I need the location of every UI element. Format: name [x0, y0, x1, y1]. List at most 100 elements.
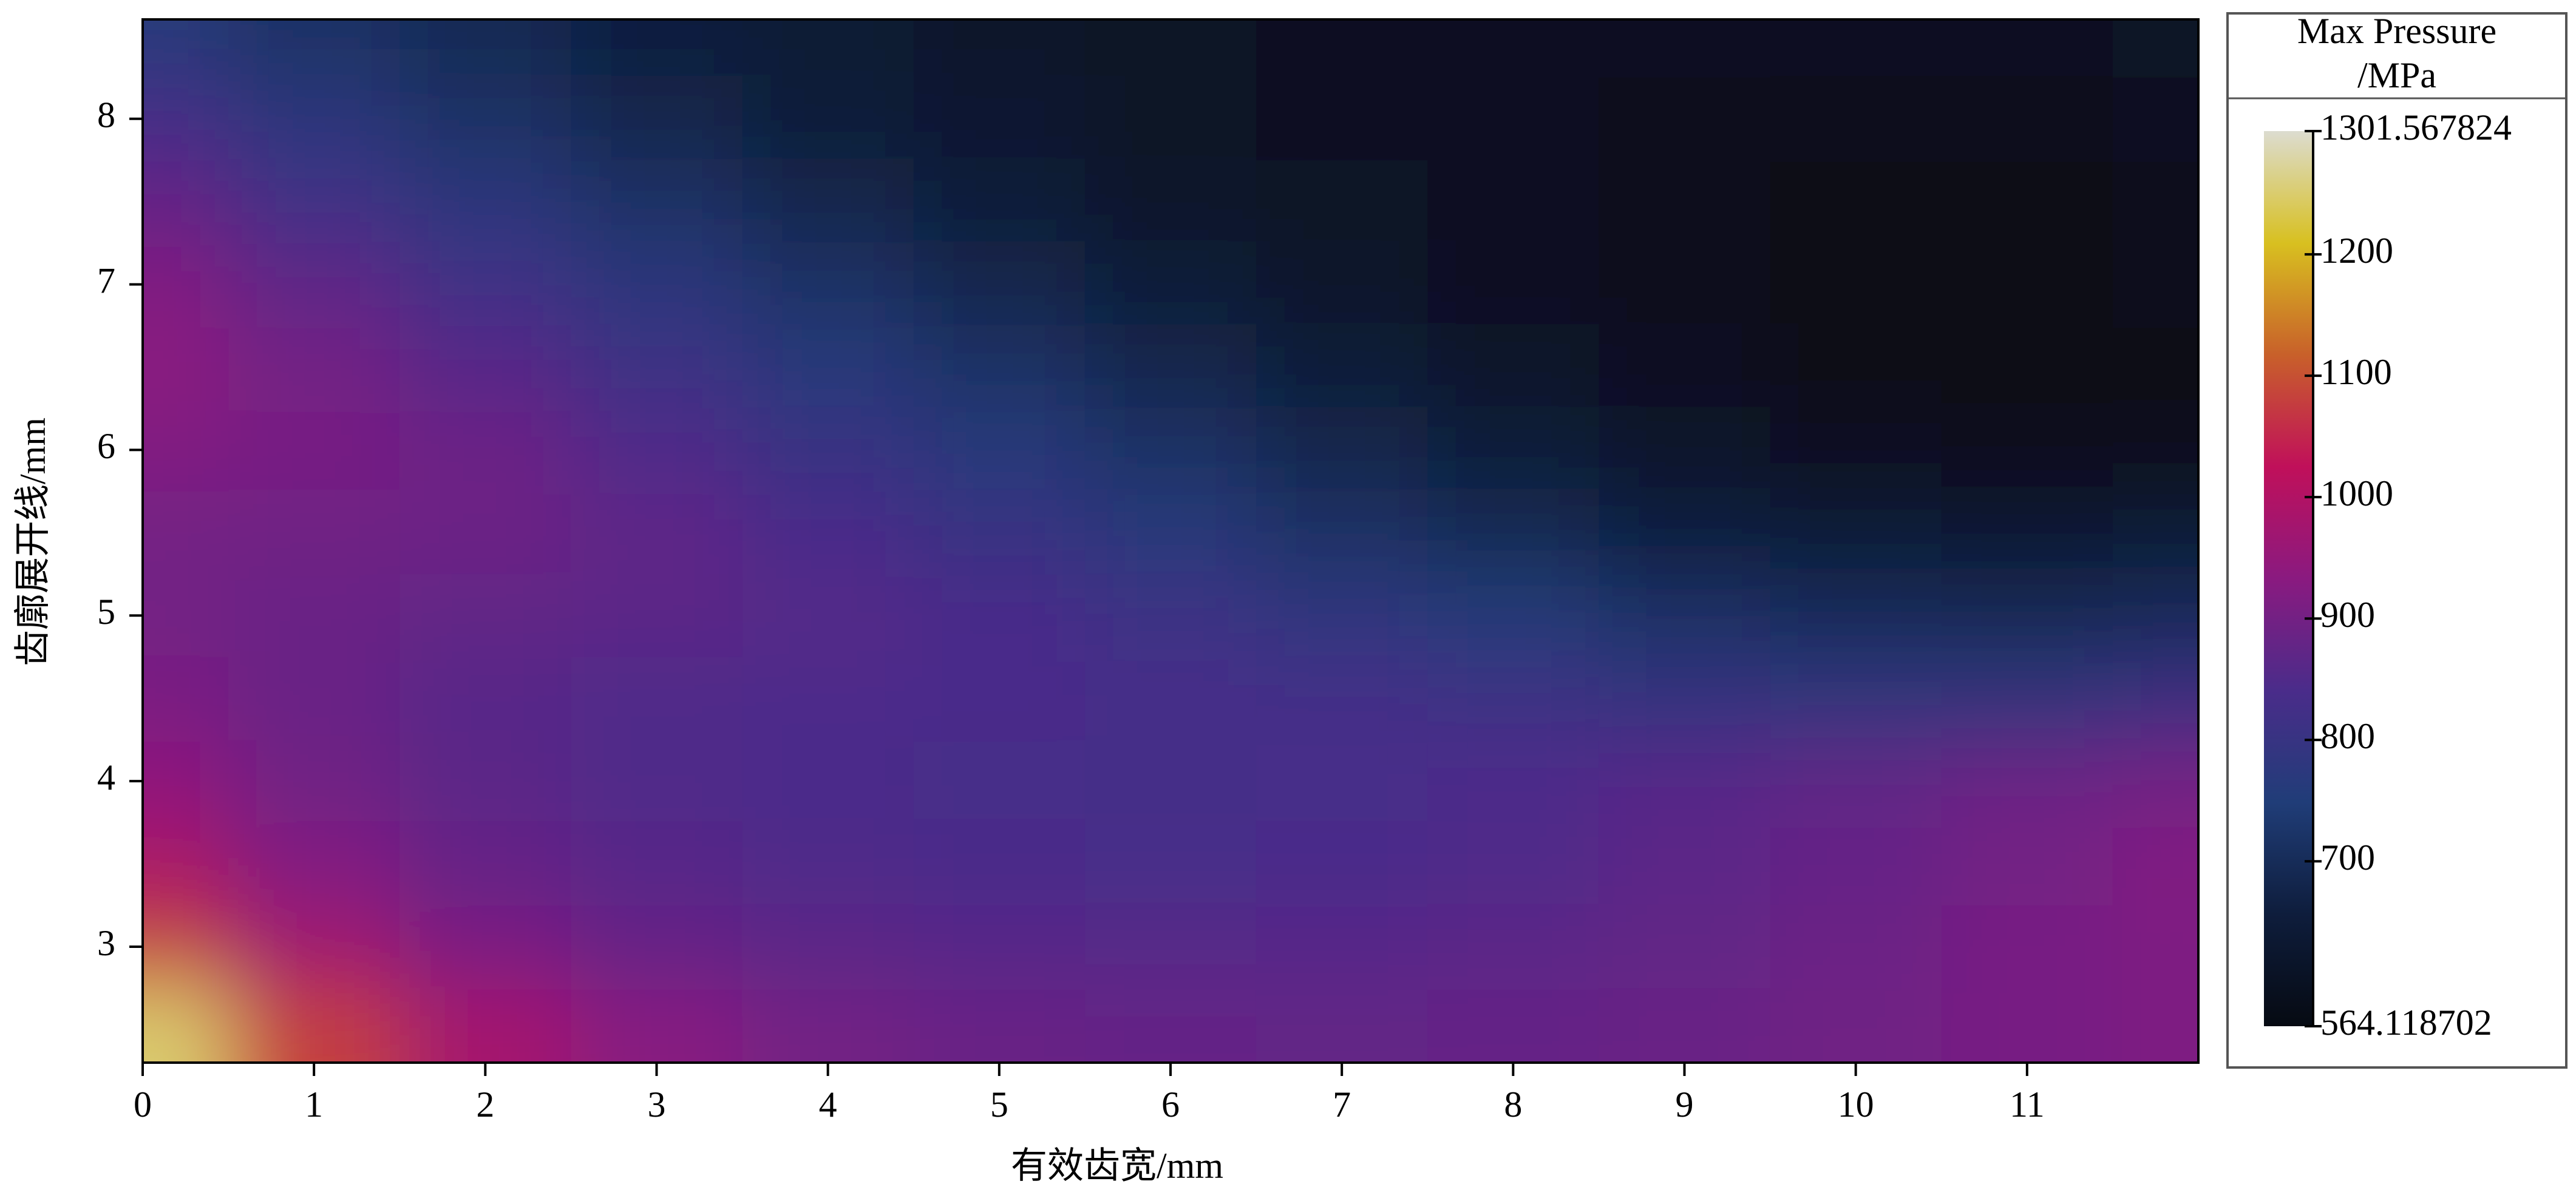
heatmap-cell — [1084, 160, 1257, 244]
x-tick-label: 10 — [1838, 1084, 1874, 1125]
heatmap-cell — [1599, 491, 1771, 575]
heatmap-cell — [2112, 160, 2198, 244]
heatmap-cell — [1084, 822, 1257, 906]
x-tick-label: 3 — [648, 1084, 666, 1125]
heatmap-cell — [1427, 325, 1600, 410]
heatmap-cell — [742, 160, 914, 244]
heatmap-cell — [913, 325, 1086, 410]
heatmap-cell — [1427, 574, 1600, 658]
heatmap-cell — [399, 739, 572, 824]
heatmap-cell — [1084, 574, 1257, 658]
colorbar-tick-label: 564.118702 — [2320, 1003, 2492, 1043]
heatmap-cell — [1941, 19, 2113, 78]
heatmap-cell — [1941, 739, 2113, 824]
heatmap-cell — [399, 243, 572, 326]
heatmap-cell — [2112, 657, 2198, 740]
heatmap-cell — [742, 19, 914, 78]
heatmap-cell — [1427, 243, 1600, 326]
heatmap-cell — [742, 739, 914, 824]
heatmap-cell — [1941, 491, 2113, 575]
heatmap-cell — [913, 77, 1086, 161]
heatmap-cell — [1941, 160, 2113, 244]
heatmap-cell — [1256, 739, 1429, 824]
heatmap-cell — [742, 657, 914, 740]
x-tick-label: 4 — [819, 1084, 837, 1125]
heatmap-cell — [143, 77, 229, 161]
heatmap-cell — [1427, 19, 1600, 78]
heatmap-cell — [228, 408, 401, 492]
heatmap-cell — [2112, 574, 2198, 658]
heatmap-cell — [1256, 160, 1429, 244]
heatmap-cell — [1427, 408, 1600, 492]
heatmap-cell — [2112, 243, 2198, 326]
heatmap-cell — [571, 408, 743, 492]
heatmap-cell — [143, 905, 229, 989]
heatmap-cell — [143, 574, 229, 658]
x-tick-label: 0 — [134, 1084, 152, 1125]
heatmap-cell — [571, 988, 743, 1063]
heatmap-cell — [1770, 905, 1942, 989]
x-tick-label: 1 — [305, 1084, 323, 1125]
heatmap-cell — [1084, 657, 1257, 740]
heatmap-cell — [143, 491, 229, 575]
heatmap-cell — [228, 822, 401, 906]
heatmap-cell — [742, 574, 914, 658]
heatmap-cell — [913, 491, 1086, 575]
heatmap-cell — [1941, 77, 2113, 161]
heatmap-cell — [143, 325, 229, 410]
x-tick-label: 9 — [1676, 1084, 1694, 1125]
heatmap-cell — [1599, 657, 1771, 740]
heatmap-cell — [1427, 988, 1600, 1063]
heatmap-cell — [1770, 408, 1942, 492]
heatmap-cell — [1941, 905, 2113, 989]
heatmap-cell — [913, 822, 1086, 906]
colorbar-tick-label: 1100 — [2320, 352, 2392, 392]
heatmap-cell — [143, 988, 229, 1063]
heatmap-cell — [399, 988, 572, 1063]
heatmap-cell — [1770, 822, 1942, 906]
heatmap-cell — [571, 491, 743, 575]
heatmap-cell — [1599, 408, 1771, 492]
heatmap-cell — [2112, 325, 2198, 410]
heatmap-cell — [228, 243, 401, 326]
heatmap-cell — [2112, 491, 2198, 575]
heatmap-cell — [399, 657, 572, 740]
heatmap-cell — [1599, 19, 1771, 78]
heatmap-cell — [1941, 822, 2113, 906]
heatmap-cell — [1256, 822, 1429, 906]
heatmap-cell — [1770, 19, 1942, 78]
heatmap-cell — [1770, 491, 1942, 575]
heatmap-cell — [1256, 408, 1429, 492]
heatmap-cell — [1770, 988, 1942, 1063]
heatmap-cell — [2112, 822, 2198, 906]
x-tick-label: 2 — [476, 1084, 494, 1125]
heatmap-cell — [913, 160, 1086, 244]
heatmap-cell — [571, 19, 743, 78]
colorbar-title: /MPa — [2357, 55, 2436, 95]
heatmap-cell — [742, 408, 914, 492]
heatmap-cell — [1599, 822, 1771, 906]
heatmap-cell — [571, 739, 743, 824]
heatmap-cell — [228, 160, 401, 244]
x-axis-label: 有效齿宽/mm — [1011, 1146, 1223, 1186]
heatmap-cell — [742, 243, 914, 326]
heatmap-cell — [399, 905, 572, 989]
y-axis-label: 齿廓展开线/mm — [13, 418, 53, 666]
heatmap-cell — [399, 491, 572, 575]
heatmap-cell — [1427, 160, 1600, 244]
heatmap-cell — [1084, 988, 1257, 1063]
heatmap-cell — [228, 574, 401, 658]
heatmap-cell — [1427, 739, 1600, 824]
y-tick-label: 3 — [97, 923, 115, 963]
heatmap-cell — [913, 988, 1086, 1063]
colorbar-tick-label: 800 — [2320, 716, 2375, 756]
y-tick-label: 6 — [97, 426, 115, 466]
heatmap-cell — [742, 325, 914, 410]
heatmap-cell — [399, 822, 572, 906]
heatmap-cell — [571, 574, 743, 658]
heatmap-cell — [1256, 325, 1429, 410]
heatmap-cell — [1256, 77, 1429, 161]
heatmap-cell — [399, 325, 572, 410]
heatmap-cell — [1256, 574, 1429, 658]
